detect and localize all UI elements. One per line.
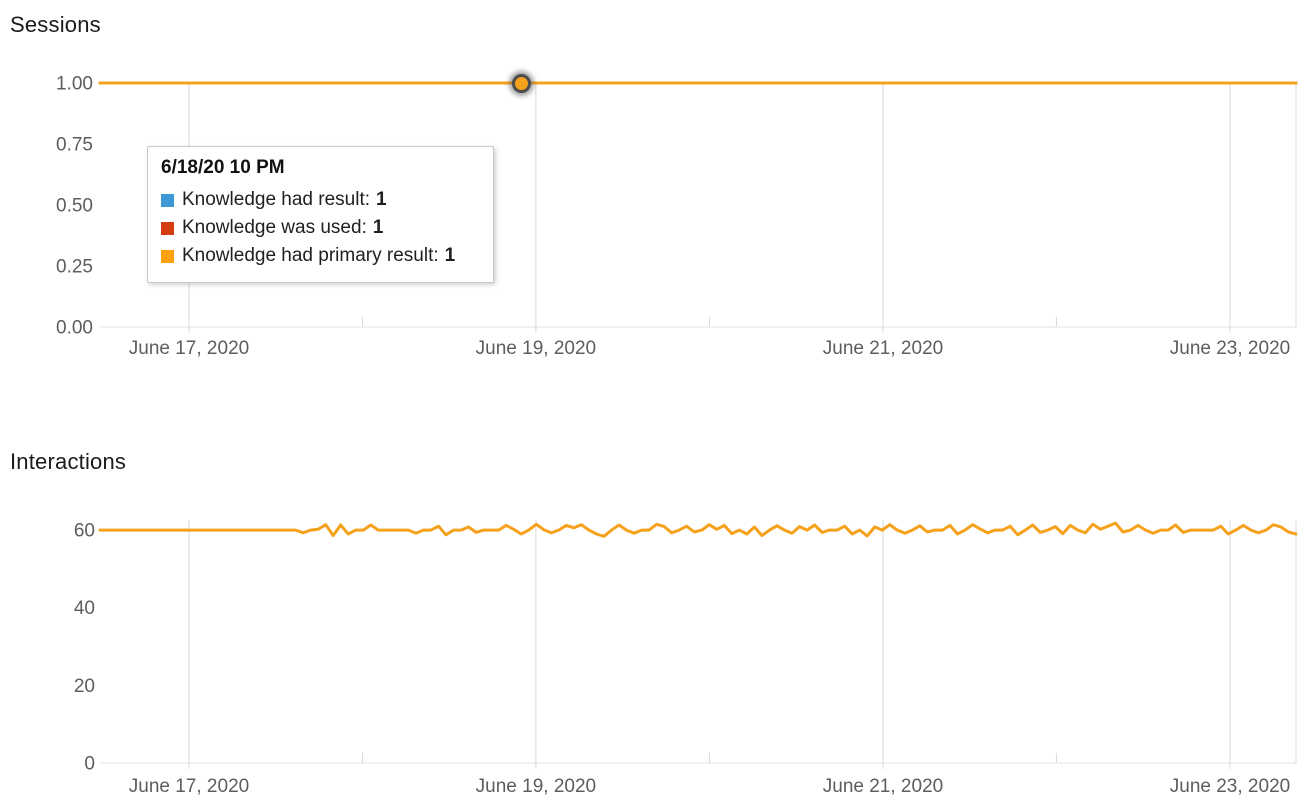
interactions-x-tick-label: June 21, 2020 — [823, 776, 943, 797]
sessions-x-tick-label: June 23, 2020 — [1170, 338, 1290, 359]
sessions-x-tick-label: June 19, 2020 — [476, 338, 596, 359]
interactions-x-tick-label: June 19, 2020 — [476, 776, 596, 797]
sessions-y-tick-label: 0.50 — [56, 196, 93, 217]
tooltip-datetime: 6/18/20 10 PM — [161, 157, 285, 178]
tooltip-item: Knowledge had result: 1 — [161, 186, 479, 214]
tooltip-item-value: 1 — [376, 189, 387, 210]
sessions-y-tick-label: 1.00 — [56, 74, 93, 95]
chart-tooltip: 6/18/20 10 PM Knowledge had result: 1 Kn… — [147, 146, 494, 283]
sessions-y-tick-label: 0.75 — [56, 135, 93, 156]
knowledge-had-primary-result-swatch-icon — [161, 249, 174, 263]
highlighted-data-point[interactable] — [511, 73, 531, 93]
interactions-y-tick-label: 0 — [84, 754, 95, 775]
interactions-y-tick-label: 60 — [74, 521, 95, 542]
sessions-x-tick-label: June 21, 2020 — [823, 338, 943, 359]
tooltip-item-value: 1 — [444, 245, 456, 266]
sessions-chart-title: Sessions — [10, 12, 101, 37]
interactions-x-tick-label: June 17, 2020 — [129, 776, 249, 797]
tooltip-item-label: Knowledge had primary result: — [182, 245, 439, 266]
sessions-y-tick-label: 0.00 — [56, 318, 93, 339]
interactions-chart-title: Interactions — [10, 449, 127, 474]
sessions-y-tick-label: 0.25 — [56, 257, 93, 278]
tooltip-item: Knowledge was used: 1 — [161, 214, 479, 242]
tooltip-item-label: Knowledge was used: — [182, 217, 367, 238]
knowledge-was-used-swatch-icon — [161, 221, 174, 235]
tooltip-item: Knowledge had primary result: 1 — [161, 242, 479, 270]
tooltip-item-value: 1 — [372, 217, 384, 238]
interactions-series-line[interactable] — [98, 521, 1298, 538]
interactions-x-tick-label: June 23, 2020 — [1170, 776, 1290, 797]
tooltip-item-label: Knowledge had result: — [182, 189, 371, 210]
knowledge-had-result-swatch-icon — [161, 193, 174, 207]
interactions-y-tick-label: 40 — [74, 598, 95, 619]
sessions-x-tick-label: June 17, 2020 — [129, 338, 249, 359]
interactions-y-tick-label: 20 — [74, 676, 95, 697]
